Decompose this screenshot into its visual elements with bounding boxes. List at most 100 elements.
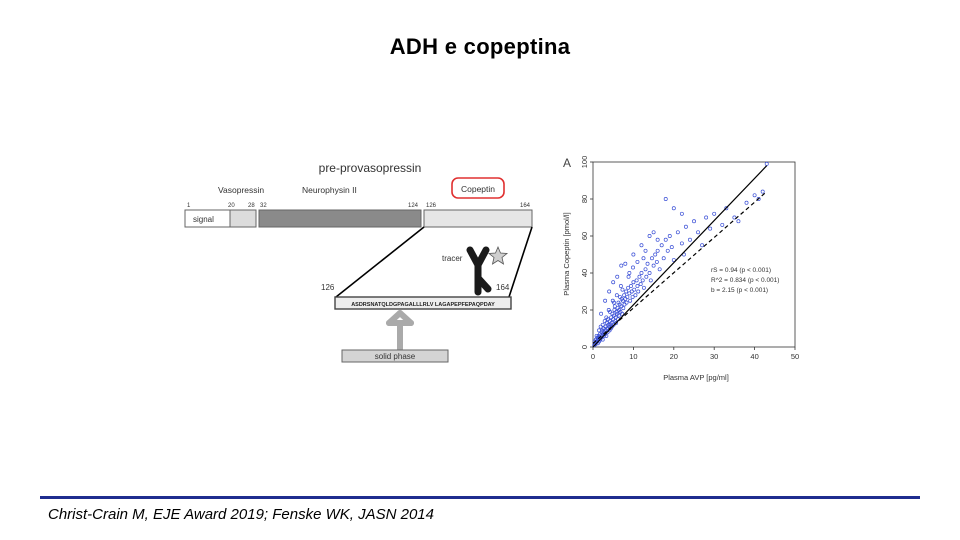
data-point [641,256,646,261]
data-point [635,283,640,288]
data-point [624,289,629,294]
data-point [632,287,637,292]
data-point [756,197,761,201]
tracer-antibody-icon [466,246,492,296]
data-point [631,280,636,285]
data-point [614,320,618,325]
sequence-text: ASDRSNATQLDGPAGALLLRLV LAGAPEPFEPAQPDAY [351,302,495,308]
data-point [611,322,616,327]
stat-annotation: b = 2.15 (p < 0.001) [711,287,768,294]
data-point [629,289,634,294]
data-point [625,295,630,299]
data-point [604,333,609,338]
data-point [688,237,692,242]
data-point [657,267,662,272]
data-point [629,283,633,288]
data-point [613,319,618,324]
vasopressin-label: Vasopressin [218,185,264,195]
data-point [671,206,676,211]
data-point [651,263,656,268]
x-tick-label: 50 [791,352,799,361]
tracer-star-icon [487,245,509,265]
copeptin-assay-diagram: pre-provasopressin Vasopressin Neurophys… [184,161,533,363]
data-point [683,224,688,229]
pre-provasopressin-header: pre-provasopressin [319,161,422,175]
data-point [654,259,659,264]
neurophysin-label: Neurophysin II [302,185,357,195]
data-point [602,319,607,324]
data-point [623,296,628,301]
data-point [631,252,636,257]
data-point [603,298,608,303]
data-point [663,237,668,242]
data-point [643,248,648,253]
data-point [679,241,684,246]
data-point [667,234,672,238]
data-point [620,311,625,316]
copeptin-label: Copeptin [461,184,495,194]
data-point [648,278,653,283]
plot-frame [592,161,796,348]
data-point [624,300,629,305]
data-point [620,298,625,303]
data-point [764,161,769,166]
solid-phase-box [341,349,449,363]
sequence-box [334,296,512,310]
data-point [653,252,658,257]
data-point [598,324,603,329]
x-tick-label: 30 [710,352,718,361]
data-point [645,261,650,266]
data-point [712,211,717,216]
data-point [614,293,619,298]
plot-area: 0 10 20 30 40 50 0 20 40 60 80 100 rS = 0.94 (p < 0.… [580,156,799,361]
data-point [618,295,623,299]
data-point [661,256,666,261]
data-point [744,200,749,205]
y-tick-label: 80 [580,195,589,203]
data-point [752,193,757,198]
data-point [619,263,624,268]
y-tick-label: 0 [580,345,589,349]
data-point [663,197,668,201]
data-point [651,230,656,235]
zoom-start-label: 126 [321,283,335,292]
data-point [650,256,654,261]
data-point [598,337,603,342]
fit-line-solid [592,165,768,348]
data-point [627,291,632,296]
data-point [637,274,642,279]
data-point [644,274,649,279]
y-tick-label: 60 [580,232,589,240]
data-point [700,243,705,248]
zoom-line-left [335,226,425,298]
vasopressin-segment [229,209,257,228]
footer-rule [40,496,920,499]
copeptin-avp-scatter: A 0 10 20 30 40 50 0 20 40 60 80 100 rS = 0.94 (p < … [562,156,799,382]
data-point [612,308,617,312]
data-point [696,230,700,235]
data-point [594,333,599,338]
data-point [611,280,616,285]
data-point [600,322,605,327]
data-point [634,278,639,283]
y-tick-label: 100 [580,156,589,169]
data-point [612,300,616,305]
data-point [631,265,635,270]
tracer-label: tracer [442,254,463,263]
citation: Christ-Crain M, EJE Award 2019; Fenske W… [48,506,434,523]
data-point [704,215,709,220]
zoom-line-right [508,226,533,298]
data-point [626,274,631,279]
fit-line-dashed [592,191,768,344]
data-point [616,313,621,318]
data-point [626,285,631,290]
position-124: 124 [408,203,419,209]
data-point [679,211,684,216]
data-point [655,248,660,253]
data-point [675,230,680,235]
solid-phase-label: solid phase [375,352,416,361]
data-point [736,219,741,224]
neurophysin-segment [258,209,422,228]
data-point [593,342,598,347]
data-point [640,278,645,283]
